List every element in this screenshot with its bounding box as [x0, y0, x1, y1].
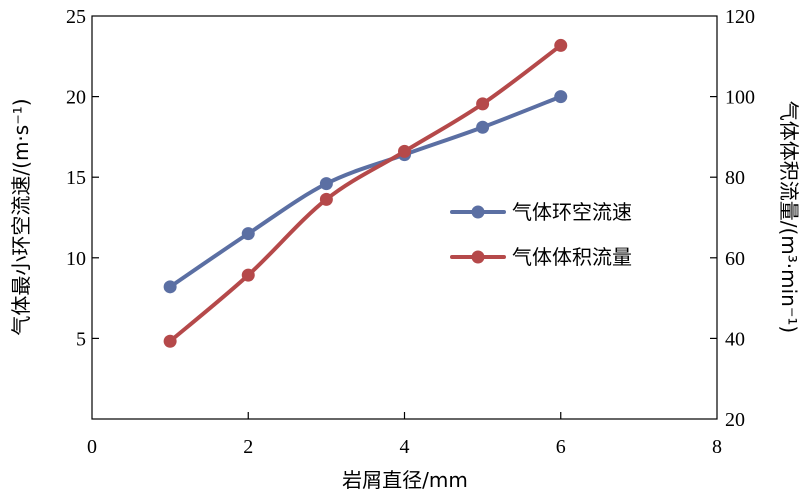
y-right-tick-label: 40 — [725, 328, 745, 350]
y-axis-right-title: 气体体积流量/(m³·min⁻¹) — [777, 101, 800, 334]
series-2-point — [476, 97, 490, 111]
y-left-tick-label: 20 — [66, 87, 86, 109]
x-axis-title: 岩屑直径/mm — [342, 468, 468, 492]
series-2-point — [319, 192, 333, 206]
x-tick-label: 4 — [400, 436, 410, 458]
series-1-point — [554, 90, 568, 104]
y-left-tick-label: 25 — [66, 6, 86, 28]
y-right-tick-label: 100 — [725, 87, 755, 109]
y-right-tick-label: 80 — [725, 167, 745, 189]
x-tick-label: 0 — [87, 436, 97, 458]
x-tick-label: 6 — [556, 436, 566, 458]
y-right-tick-label: 120 — [725, 6, 755, 28]
series-line-2 — [168, 43, 563, 344]
y-axis-left-title: 气体最小环空流速/(m·s⁻¹) — [9, 98, 33, 335]
legend-marker-1 — [471, 205, 485, 219]
legend-label-2: 气体体积流量 — [512, 245, 632, 269]
legend-marker-2 — [471, 250, 485, 264]
series-group — [163, 38, 568, 348]
y-right-tick-label: 60 — [725, 248, 745, 270]
series-1-point — [319, 177, 333, 191]
axis-ticks: 0 2 4 6 8 5 10 15 20 25 20 40 60 80 100 120 — [66, 6, 755, 458]
series-1-point — [163, 280, 177, 294]
series-line-1 — [168, 94, 563, 289]
series-1-point — [476, 120, 490, 134]
y-left-tick-label: 15 — [66, 167, 86, 189]
x-tick-label: 2 — [243, 436, 253, 458]
y-right-tick-label: 20 — [725, 409, 745, 431]
y-left-tick-label: 5 — [76, 328, 86, 350]
series-1-point — [241, 227, 255, 241]
series-2-point — [554, 38, 568, 52]
series-2-point — [241, 268, 255, 282]
y-left-tick-label: 10 — [66, 248, 86, 270]
x-tick-label: 8 — [712, 436, 722, 458]
legend-label-1: 气体环空流速 — [512, 200, 632, 224]
series-2-point — [163, 334, 177, 348]
series-2-point — [398, 144, 411, 158]
